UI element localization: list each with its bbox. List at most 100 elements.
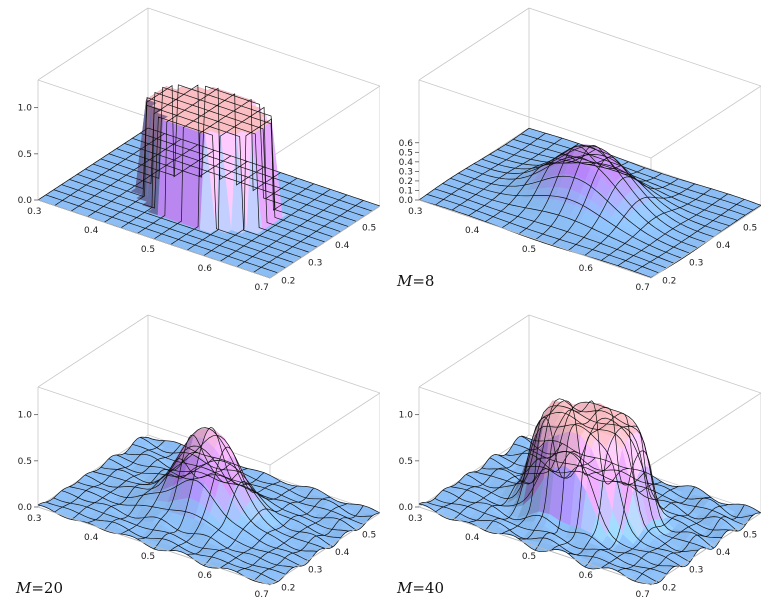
- mesh-line: [601, 188, 712, 261]
- x-tick-label: 0.6: [198, 571, 213, 581]
- surface-plot-3: 0.00.51.00.30.40.50.60.70.20.30.40.50.6: [18, 314, 380, 600]
- y-tick-label: 0.2: [662, 276, 676, 286]
- z-tick-label: 1.0: [18, 104, 33, 114]
- z-tick-label: 0.0: [18, 196, 33, 206]
- y-tick-label: 0.3: [308, 259, 322, 269]
- x-tick-label: 0.4: [465, 533, 480, 543]
- bounding-box-edge: [37, 314, 149, 388]
- mesh-line: [186, 106, 298, 251]
- mesh-line: [236, 194, 348, 268]
- bounding-box-edge: [269, 205, 380, 279]
- mesh-line: [187, 481, 298, 556]
- mesh-line: [601, 497, 712, 569]
- x-tick-label: 0.6: [579, 571, 594, 581]
- y-tick-label: 0.3: [308, 566, 322, 576]
- y-tick-label: 0.2: [662, 583, 676, 593]
- y-tick-label: 0.5: [362, 223, 376, 233]
- bounding-box-edge: [650, 85, 761, 159]
- x-tick-label: 0.7: [255, 283, 269, 293]
- mesh-line: [132, 137, 365, 217]
- mesh-line: [170, 446, 281, 551]
- y-tick-label: 0.3: [689, 259, 703, 269]
- mesh-line: [473, 405, 707, 549]
- mesh-line: [513, 138, 746, 216]
- panel-label-2: M=8: [397, 272, 435, 290]
- y-tick-label: 0.4: [335, 241, 350, 251]
- mesh-line: [116, 85, 349, 227]
- z-tick-label: 0.4: [399, 158, 414, 168]
- x-tick-label: 0.6: [198, 264, 213, 274]
- z-tick-label: 1.0: [399, 411, 414, 421]
- mesh-line: [116, 454, 349, 532]
- mesh-line: [269, 512, 380, 585]
- x-tick-label: 0.6: [579, 264, 594, 274]
- x-tick-label: 0.7: [636, 283, 650, 293]
- mesh-line: [100, 86, 334, 238]
- x-tick-label: 0.4: [84, 533, 99, 543]
- y-tick-label: 0.5: [362, 530, 376, 540]
- mesh-line: [139, 436, 373, 517]
- bounding-box-edge: [418, 199, 652, 279]
- y-tick-label: 0.4: [335, 548, 350, 558]
- z-tick-label: 0.0: [399, 196, 414, 206]
- bounding-box-edge: [269, 392, 380, 466]
- x-tick-label: 0.7: [636, 590, 650, 600]
- panel-label-4: M=40: [397, 579, 445, 597]
- mesh-line: [617, 193, 729, 266]
- bounding-box-edge: [269, 85, 380, 159]
- mesh-line: [634, 504, 745, 582]
- bounding-box-edge: [37, 199, 271, 279]
- mesh-line: [220, 189, 331, 262]
- bounding-box-edge: [650, 392, 761, 466]
- mesh-line: [124, 453, 357, 531]
- x-tick-label: 0.3: [408, 514, 422, 524]
- mesh-line: [528, 127, 761, 206]
- mesh-line: [528, 438, 761, 514]
- bounding-box-edge: [37, 506, 271, 586]
- mesh-line: [147, 437, 380, 514]
- mesh-line: [489, 153, 722, 232]
- y-tick-label: 0.5: [743, 530, 757, 540]
- bounding-box-edge: [147, 7, 380, 87]
- plot-panel-4: 0.00.51.00.30.40.50.60.70.20.30.40.50.6 …: [381, 307, 761, 613]
- y-tick-label: 0.4: [716, 548, 731, 558]
- y-tick-label: 0.4: [716, 241, 731, 251]
- z-tick-label: 0.0: [399, 503, 414, 513]
- mesh-line: [584, 183, 695, 256]
- mesh-line: [108, 84, 341, 233]
- plot-panel-2: 0.0 0.1 0.2 0.3 0.4 0.5 0.6 0.3 0.4 0.5 0.6 0.7 0.2 0…: [381, 0, 761, 306]
- mesh-line: [203, 118, 314, 256]
- mesh-line: [481, 398, 715, 549]
- x-tick-label: 0.3: [408, 207, 422, 217]
- mesh-line: [170, 98, 281, 245]
- mesh-line: [567, 176, 679, 251]
- z-tick-label: 0.5: [18, 457, 32, 467]
- mesh-line: [551, 156, 662, 246]
- y-tick-label: 0.3: [689, 566, 703, 576]
- bounding-box-edge: [650, 205, 761, 279]
- mesh-line: [124, 143, 357, 222]
- panel-label-3: M=20: [16, 579, 64, 597]
- mesh-line: [497, 417, 730, 531]
- bounding-box-edge: [418, 506, 652, 586]
- mesh-line: [203, 487, 314, 566]
- bounding-box-edge: [418, 314, 530, 388]
- mesh-line: [520, 435, 754, 518]
- mesh-line: [568, 425, 679, 556]
- mesh-line: [100, 434, 334, 548]
- x-tick-label: 0.5: [522, 552, 536, 562]
- z-tick-label: 0.2: [399, 177, 413, 187]
- bounding-box-edge: [650, 512, 761, 586]
- mesh-line: [139, 132, 373, 212]
- mesh-line: [513, 443, 746, 526]
- mesh-line: [497, 149, 730, 227]
- z-tick-label: 0.5: [399, 457, 413, 467]
- surface-plot-1: 0.00.51.00.30.40.50.60.70.20.30.40.50.6: [18, 7, 380, 293]
- mesh-line: [132, 443, 365, 525]
- x-tick-label: 0.4: [465, 226, 480, 236]
- z-tick-label: 0.6: [399, 139, 414, 149]
- surface-plot-4: 0.00.51.00.30.40.50.60.70.20.30.40.50.6: [399, 314, 761, 600]
- mesh-line: [584, 450, 695, 568]
- x-tick-label: 0.5: [522, 245, 536, 255]
- bounding-box-edge: [418, 7, 530, 81]
